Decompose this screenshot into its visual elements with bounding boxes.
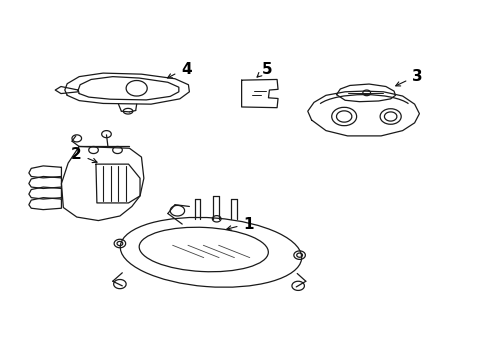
Text: 1: 1 bbox=[243, 217, 253, 231]
Text: 2: 2 bbox=[70, 147, 81, 162]
Text: 4: 4 bbox=[182, 62, 192, 77]
Text: 5: 5 bbox=[262, 62, 272, 77]
Text: 3: 3 bbox=[411, 69, 422, 85]
